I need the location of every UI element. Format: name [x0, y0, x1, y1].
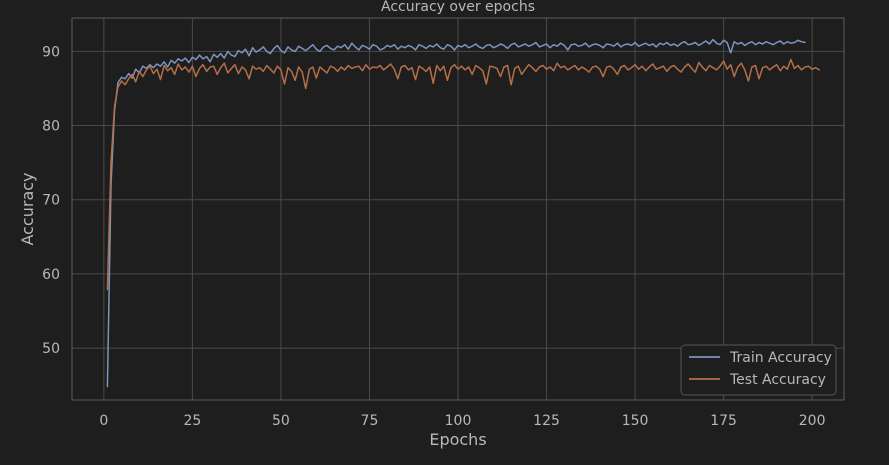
chart-title: Accuracy over epochs [381, 0, 535, 15]
x-tick-label: 175 [710, 413, 737, 429]
y-tick-label: 90 [42, 44, 60, 60]
x-tick-label: 0 [99, 413, 108, 429]
x-tick-label: 75 [361, 413, 379, 429]
x-tick-label: 100 [445, 413, 472, 429]
x-axis-label: Epochs [429, 430, 486, 449]
legend: Train Accuracy Test Accuracy [680, 344, 837, 396]
y-tick-label: 50 [42, 341, 60, 357]
x-tick-label: 50 [272, 413, 290, 429]
x-tick-label: 125 [533, 413, 560, 429]
y-tick-label: 80 [42, 119, 60, 135]
series-lines [106, 38, 820, 388]
x-tick-label: 150 [622, 413, 649, 429]
legend-label-test: Test Accuracy [729, 372, 826, 388]
y-tick-label: 60 [42, 267, 60, 283]
test-accuracy-line [106, 58, 820, 291]
x-tick-label: 25 [183, 413, 201, 429]
legend-label-train: Train Accuracy [729, 350, 832, 366]
plot-frame [71, 17, 845, 401]
x-tick-label: 200 [799, 413, 826, 429]
train-accuracy-line [106, 38, 806, 388]
y-axis-label: Accuracy [18, 172, 37, 245]
tick-labels: 0 25 50 75 100 125 150 175 200 50 60 70 80 90 [42, 44, 825, 429]
y-tick-label: 70 [42, 193, 60, 209]
